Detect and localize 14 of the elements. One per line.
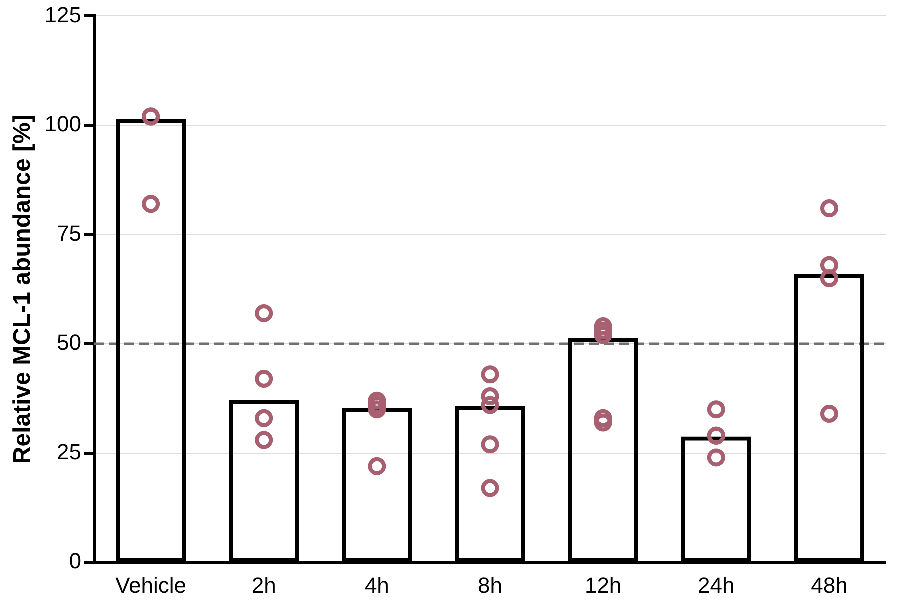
y-tick-label: 100: [44, 112, 82, 137]
x-tick-label: 24h: [698, 572, 735, 598]
y-tick-label: 75: [57, 220, 82, 246]
y-axis-title: Relative MCL-1 abundance [%]: [9, 114, 36, 464]
x-tick-label: 48h: [811, 572, 848, 598]
x-tick-label: 2h: [252, 572, 276, 598]
x-tick-label: 12h: [584, 572, 622, 598]
y-tick-label: 50: [57, 330, 82, 356]
x-tick-label: Vehicle: [116, 572, 187, 598]
y-tick-label: 0: [69, 548, 82, 574]
x-tick-label: 4h: [364, 572, 390, 598]
x-tick-label: 8h: [478, 572, 502, 598]
y-tick-label: 25: [57, 439, 82, 464]
y-tick-label: 125: [44, 2, 82, 28]
